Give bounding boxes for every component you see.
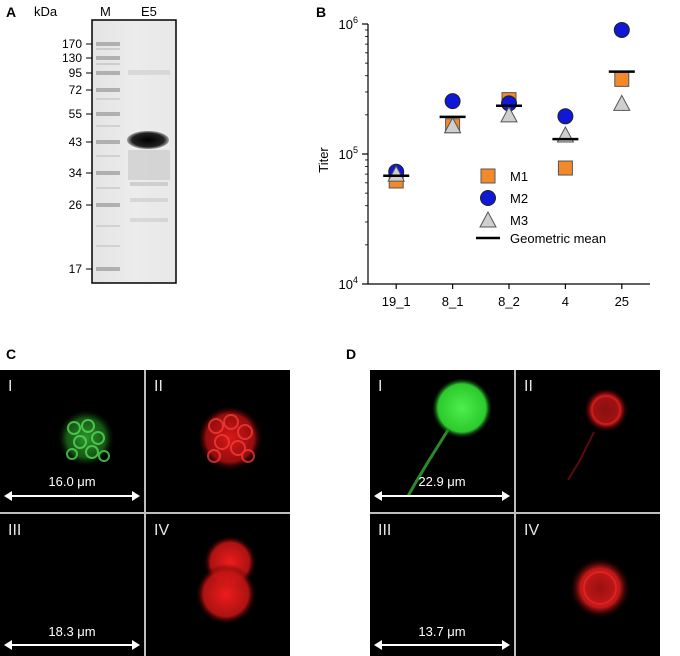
micro-c-1: I 16.0 μm (0, 370, 144, 512)
x-tick-label: 25 (615, 294, 629, 309)
micro-d-3-numeral: III (378, 522, 392, 539)
micro-d-2-numeral: II (524, 378, 533, 395)
micro-c-2-numeral: II (154, 378, 163, 395)
data-point-m2 (613, 21, 630, 38)
panel-label-a: A (6, 4, 17, 20)
sample-lane-e5 (127, 70, 170, 222)
x-tick-label: 8_1 (442, 294, 464, 309)
scale-label-c-bottom: 18.3 μm (48, 624, 96, 639)
x-tick-label: 19_1 (382, 294, 411, 309)
panel-label-b: B (316, 4, 327, 20)
y-tick-label: 104 (339, 275, 358, 292)
green-cell-tail (406, 429, 450, 497)
micro-c-1-numeral: I (8, 378, 13, 395)
micro-grid-c: I 16.0 μm II (0, 370, 290, 656)
micro-c-4-numeral: IV (154, 522, 170, 539)
micro-d-3: III 13.7 μm (370, 514, 514, 656)
micro-d-4: IV (516, 514, 660, 656)
gel-lane-label-m: M (100, 4, 111, 19)
data-point-m1 (614, 71, 630, 87)
green-cell-body (432, 378, 492, 438)
marker-label-170: 170 (61, 37, 82, 51)
micro-c-2: II (146, 370, 290, 512)
gel-lane-label-e5: E5 (141, 4, 157, 19)
gel-unit-label: kDa (34, 4, 58, 19)
titer-chart: 104 105 106 19_1 8_1 8_2 4 25 Titer M1 M2 M3 Geome… (316, 15, 650, 309)
micro-c-3: III 18.3 μm (0, 514, 144, 656)
panel-label-c: C (6, 346, 17, 362)
red-cell-cluster (198, 406, 262, 470)
legend-label-m2: M2 (510, 191, 528, 206)
x-tick-label: 8_2 (498, 294, 520, 309)
scale-bar-c-bottom (6, 644, 138, 646)
scale-bar-d-bottom (376, 644, 508, 646)
data-point-m3 (500, 105, 518, 123)
legend-marker-m2 (480, 190, 496, 206)
chart-y-axis-label: Titer (316, 147, 331, 173)
gel-image (86, 19, 177, 284)
marker-label-95: 95 (68, 66, 82, 80)
y-tick-label: 105 (339, 145, 358, 162)
legend-label-m3: M3 (510, 213, 528, 228)
y-tick-label: 106 (339, 15, 358, 32)
micro-grid-d: I 22.9 μm II (370, 370, 660, 656)
data-point-m3 (387, 165, 406, 182)
data-point-m1 (557, 160, 573, 176)
x-tick-label: 4 (562, 294, 569, 309)
marker-label-17: 17 (68, 262, 82, 276)
data-point-m2 (444, 93, 461, 110)
micro-c-3-numeral: III (8, 522, 22, 539)
micro-c-4: IV (146, 514, 290, 656)
legend-marker-m1 (480, 168, 496, 184)
data-point-m3 (612, 94, 631, 111)
scale-bar-d-top (376, 495, 508, 497)
scale-label-d-top: 22.9 μm (418, 474, 466, 489)
green-cell-cluster (58, 410, 114, 466)
red-cell-body (584, 388, 628, 432)
scale-label-c-top: 16.0 μm (48, 474, 96, 489)
panel-label-d: D (346, 346, 357, 362)
gel-panel: kDa M E5 (0, 0, 190, 290)
marker-label-130: 130 (61, 51, 82, 65)
scale-label-d-bottom: 13.7 μm (418, 624, 466, 639)
legend-marker-m3 (479, 210, 497, 228)
micro-d-2: II (516, 370, 660, 512)
red-cell-round (570, 558, 630, 618)
marker-label-72: 72 (68, 83, 82, 97)
marker-label-43: 43 (68, 135, 82, 149)
marker-label-34: 34 (68, 166, 82, 180)
micro-d-1: I 22.9 μm (370, 370, 514, 512)
legend-label-m1: M1 (510, 169, 528, 184)
marker-label-55: 55 (68, 107, 82, 121)
micro-d-4-numeral: IV (524, 522, 540, 539)
red-cell-lower (196, 564, 256, 624)
marker-label-26: 26 (68, 198, 82, 212)
data-point-m2 (557, 108, 574, 125)
micro-d-1-numeral: I (378, 378, 383, 395)
legend-label-geometric-mean: Geometric mean (510, 231, 606, 246)
scale-bar-c-top (6, 495, 138, 497)
data-point-m3 (443, 116, 462, 134)
marker-lane (96, 42, 120, 271)
